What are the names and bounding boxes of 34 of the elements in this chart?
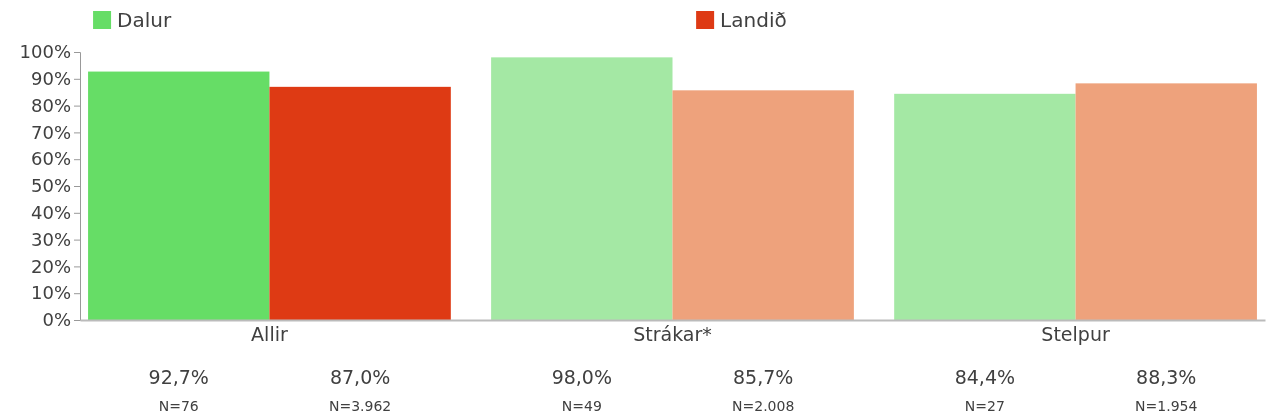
y-tick-label: 60%: [30, 148, 71, 170]
bar: [672, 90, 854, 320]
y-tick-label: 10%: [30, 282, 71, 304]
text: N=27: [964, 398, 1005, 414]
x-tick-label: Stelpur: [1041, 323, 1110, 346]
y-tick-label: 70%: [30, 121, 71, 143]
data-label: 88,3%: [1136, 366, 1197, 388]
data-label: 85,7%: [733, 366, 794, 388]
bar: [269, 86, 451, 320]
bar: [491, 57, 673, 320]
y-tick-label: 50%: [30, 175, 71, 197]
data-label: 98,0%: [551, 366, 612, 388]
data-label: 92,7%: [148, 366, 209, 388]
data-label: 84,4%: [954, 366, 1016, 388]
text: N=1.954: [1135, 398, 1198, 414]
y-tick-label: 90%: [30, 68, 71, 90]
legend-label: Dalur: [117, 8, 172, 32]
y-tick-label: 100%: [19, 41, 71, 63]
legend-label: Landið: [720, 8, 787, 32]
y-tick-label: 0%: [42, 309, 71, 331]
y-tick-label: 30%: [30, 228, 71, 250]
y-tick-label: 80%: [30, 94, 71, 116]
bar: [88, 71, 270, 320]
bar: [894, 93, 1076, 320]
bar: [1075, 83, 1257, 320]
data-label: 87,0%: [329, 366, 391, 388]
x-tick-label: Strákar*: [633, 323, 712, 346]
text: N=3.962: [328, 398, 392, 414]
y-tick-label: 20%: [30, 255, 71, 277]
x-tick-label: Allir: [251, 323, 288, 346]
text: N=49: [561, 398, 602, 414]
y-tick-label: 40%: [30, 202, 71, 224]
text: N=76: [158, 398, 199, 414]
text: N=2.008: [732, 398, 795, 414]
